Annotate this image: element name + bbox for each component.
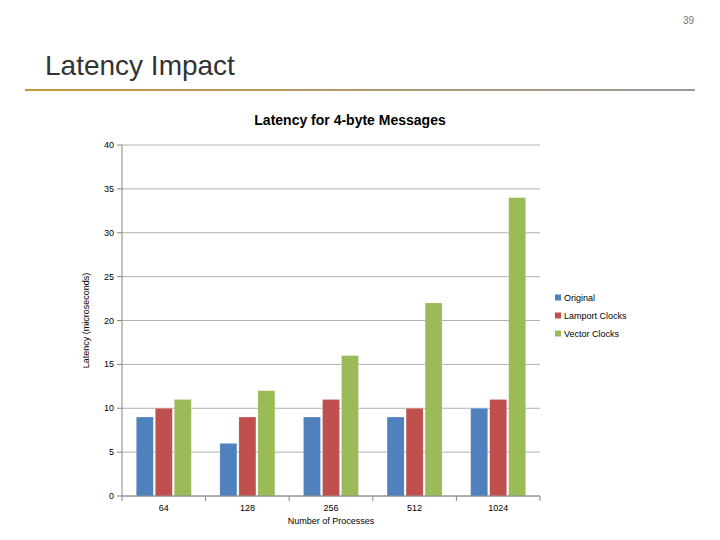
- y-tick-label: 0: [109, 491, 114, 501]
- page-number: 39: [683, 15, 695, 26]
- bar: [174, 399, 191, 496]
- y-tick-label: 10: [104, 403, 114, 413]
- x-tick: [372, 496, 373, 501]
- grid-line: [122, 276, 540, 277]
- x-tick-label: 64: [159, 503, 169, 513]
- grid-line: [122, 188, 540, 189]
- y-tick-label: 30: [104, 228, 114, 238]
- y-tick-label: 35: [104, 184, 114, 194]
- x-tick: [122, 496, 123, 501]
- bar: [425, 303, 442, 496]
- x-axis: [122, 496, 540, 497]
- y-tick: [117, 364, 122, 365]
- bar: [509, 198, 526, 496]
- y-tick: [117, 452, 122, 453]
- y-tick-label: 40: [104, 140, 114, 150]
- bar: [490, 399, 507, 496]
- y-tick: [117, 145, 122, 146]
- x-tick: [205, 496, 206, 501]
- grid-line: [122, 364, 540, 365]
- legend-swatch: [555, 331, 561, 337]
- grid-line: [122, 320, 540, 321]
- x-tick: [289, 496, 290, 501]
- x-axis-label: Number of Processes: [288, 516, 375, 526]
- bar: [323, 399, 340, 496]
- bar: [258, 391, 275, 496]
- bar: [239, 417, 256, 496]
- y-axis: [122, 145, 123, 496]
- bar: [387, 417, 404, 496]
- legend-label: Lamport Clocks: [564, 311, 627, 321]
- x-tick-label: 512: [407, 503, 422, 513]
- x-tick-label: 256: [323, 503, 338, 513]
- y-tick-label: 25: [104, 272, 114, 282]
- x-tick: [540, 496, 541, 501]
- grid-line: [122, 496, 540, 497]
- title-underline: [25, 89, 695, 91]
- y-tick: [117, 232, 122, 233]
- y-tick-label: 15: [104, 359, 114, 369]
- y-tick-label: 20: [104, 316, 114, 326]
- y-tick-label: 5: [109, 447, 114, 457]
- y-tick: [117, 276, 122, 277]
- chart-title: Latency for 4-byte Messages: [254, 112, 446, 128]
- legend-swatch: [555, 295, 561, 301]
- x-tick-label: 1024: [488, 503, 508, 513]
- legend-label: Vector Clocks: [564, 329, 620, 339]
- grid-line: [122, 232, 540, 233]
- bar: [342, 356, 359, 496]
- y-tick: [117, 320, 122, 321]
- bar: [304, 417, 321, 496]
- x-tick: [456, 496, 457, 501]
- bar: [471, 408, 488, 496]
- y-axis-label: Latency (microseconds): [81, 273, 91, 369]
- bar: [155, 408, 172, 496]
- y-tick: [117, 408, 122, 409]
- bar: [136, 417, 153, 496]
- grid-line: [122, 145, 540, 146]
- y-tick: [117, 496, 122, 497]
- legend-swatch: [555, 313, 561, 319]
- slide-title: Latency Impact: [45, 50, 235, 81]
- bars: [136, 198, 525, 496]
- legend-label: Original: [564, 293, 595, 303]
- y-tick: [117, 188, 122, 189]
- bar: [406, 408, 423, 496]
- bar: [220, 443, 237, 496]
- x-tick-label: 128: [240, 503, 255, 513]
